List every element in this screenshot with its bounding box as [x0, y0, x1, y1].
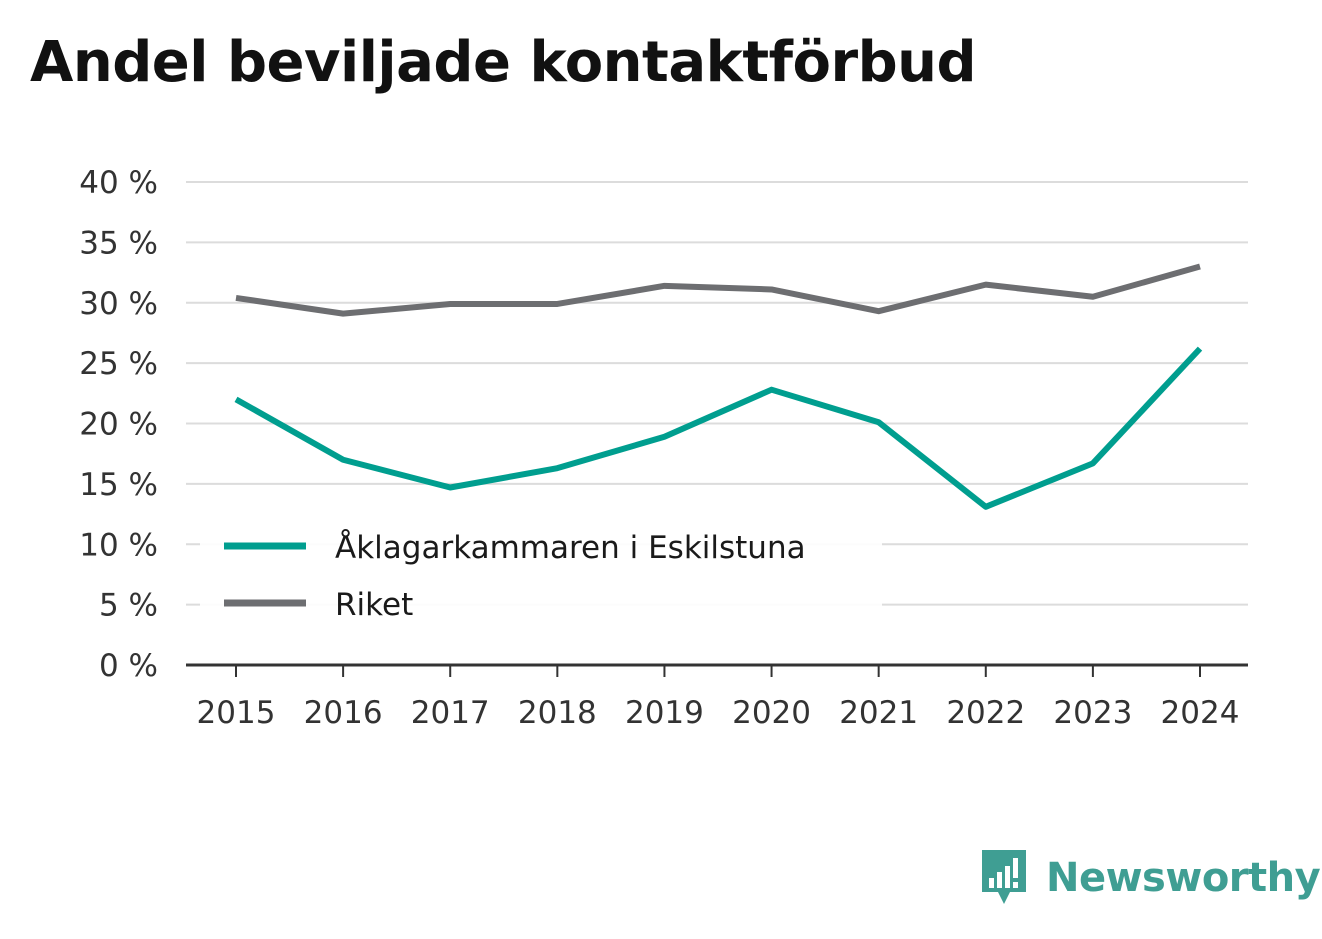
newsworthy-logo-icon	[982, 850, 1026, 904]
legend: Åklagarkammaren i Eskilstuna Riket	[200, 520, 882, 638]
x-tick-label: 2017	[411, 695, 490, 731]
series-lines	[234, 263, 1203, 510]
series-line-0	[234, 346, 1203, 510]
x-tick-label: 2018	[518, 695, 597, 731]
series-line-1	[235, 263, 1201, 317]
y-axis-ticks: 0 % 5 % 10 % 15 % 20 % 25 % 30 % 35 % 40 %	[79, 165, 158, 684]
x-tick-label: 2019	[625, 695, 704, 731]
x-tick-label: 2023	[1053, 695, 1132, 731]
y-tick-label: 15 %	[79, 467, 158, 503]
brand-logo: Newsworthy	[980, 848, 1321, 908]
brand-name: Newsworthy	[1046, 855, 1321, 901]
y-tick-label: 0 %	[99, 648, 158, 684]
y-tick-label: 35 %	[79, 225, 158, 261]
x-axis-ticks: 2015 2016 2017 2018 2019 2020 2021 2022 2023 2024	[197, 665, 1240, 731]
x-tick-label: 2015	[197, 695, 276, 731]
x-tick-label: 2024	[1161, 695, 1240, 731]
x-tick-label: 2021	[839, 695, 918, 731]
y-tick-label: 30 %	[79, 286, 158, 322]
legend-label-0: Åklagarkammaren i Eskilstuna	[335, 530, 806, 566]
x-tick-label: 2020	[732, 695, 811, 731]
legend-background	[200, 520, 882, 638]
y-tick-label: 20 %	[79, 407, 158, 443]
x-tick-label: 2016	[304, 695, 383, 731]
y-tick-label: 40 %	[79, 165, 158, 201]
y-tick-label: 10 %	[79, 527, 158, 563]
y-tick-label: 25 %	[79, 346, 158, 382]
chart-title: Andel beviljade kontaktförbud	[30, 30, 977, 95]
y-tick-label: 5 %	[99, 588, 158, 624]
legend-label-1: Riket	[335, 587, 413, 623]
x-tick-label: 2022	[946, 695, 1025, 731]
